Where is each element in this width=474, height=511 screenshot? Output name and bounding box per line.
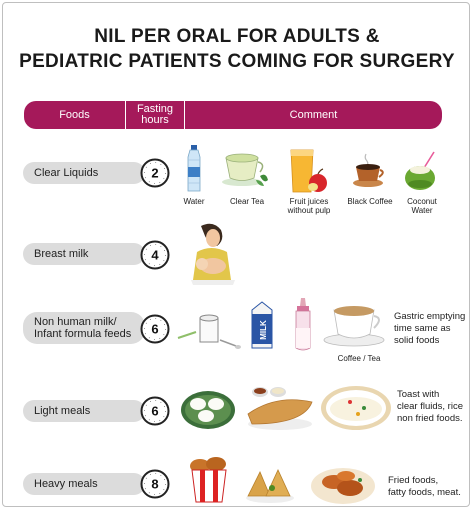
fasting-hours-value: 6	[151, 404, 158, 419]
fasting-hours-value: 8	[151, 477, 158, 492]
fried-meat-platter-icon	[311, 468, 375, 504]
milk-carton-icon: MILK	[251, 301, 273, 349]
clock-icon: 4	[140, 240, 170, 270]
infographic-frame	[2, 2, 470, 507]
baby-bottle-icon	[295, 298, 311, 351]
formula-scoop-icon	[177, 314, 241, 349]
food-label-light-meals: Light meals	[23, 400, 145, 422]
item-label-coconut: Coconut	[407, 197, 437, 206]
note-line: Gastric emptying	[394, 311, 466, 322]
header-comment: Comment	[289, 108, 338, 121]
note-line: clear fluids, rice	[397, 401, 463, 412]
food-label-heavy-meals: Heavy meals	[23, 473, 145, 495]
item-label-black-coffee: Black Coffee	[347, 197, 393, 206]
clock-icon: 8	[140, 469, 170, 499]
note-line: Fried foods,	[388, 475, 439, 486]
header-divider	[184, 101, 185, 129]
note-line: Toast with	[397, 389, 440, 400]
water-bottle-icon	[187, 145, 201, 192]
fasting-hours-value: 4	[151, 248, 159, 263]
item-label-coconut-water: Water	[411, 206, 433, 215]
coconut-water-icon	[405, 151, 435, 190]
dosa-icon	[247, 387, 313, 430]
title-line-2: PEDIATRIC PATIENTS COMING FOR SURGERY	[19, 51, 455, 72]
fasting-hours-value: 2	[151, 166, 158, 181]
breastfeeding-mother-icon	[191, 223, 235, 285]
header-fasting-hours: Fasting hours	[126, 101, 184, 129]
table-header: Foods Fasting hours Comment	[24, 101, 442, 129]
header-fasting-line1: Fasting	[136, 103, 174, 115]
item-label-water: Water	[183, 197, 205, 206]
coffee-tea-cup-icon	[323, 306, 385, 347]
fruit-juice-icon	[290, 149, 327, 193]
title-line-1: NIL PER ORAL FOR ADULTS &	[94, 26, 380, 47]
svg-text:MILK: MILK	[259, 320, 268, 340]
black-coffee-icon	[353, 153, 384, 187]
note-line: non fried foods.	[397, 413, 463, 424]
food-label-line-2: Infant formula feeds	[34, 328, 132, 340]
food-label-breast-milk: Breast milk	[23, 243, 145, 265]
clock-icon: 6	[140, 396, 170, 426]
food-label-clear-liquids: Clear Liquids	[23, 162, 145, 184]
food-label-line-1: Non human milk/	[34, 316, 117, 328]
comment-note: Toast with clear fluids, rice non fried …	[397, 389, 463, 425]
comment-note: Fried foods, fatty foods, meat.	[388, 475, 461, 499]
idli-plate-icon	[181, 391, 235, 429]
fasting-hours-value: 6	[151, 322, 158, 337]
note-line: time same as	[394, 323, 451, 334]
item-label-without-pulp: without pulp	[287, 206, 331, 215]
item-label-clear-tea: Clear Tea	[229, 197, 265, 206]
comment-note: Gastric emptying time same as solid food…	[394, 311, 465, 347]
header-foods: Foods	[59, 108, 90, 121]
note-line: fatty foods, meat.	[388, 487, 461, 498]
clock-icon: 6	[140, 314, 170, 344]
rice-plate-icon	[321, 386, 391, 430]
item-label-fruit-juices: Fruit juices	[289, 197, 329, 206]
clock-icon: 2	[140, 158, 170, 188]
item-label-coffee-tea: Coffee / Tea	[337, 354, 381, 363]
clear-tea-icon	[222, 153, 268, 186]
samosa-icon	[246, 469, 294, 503]
header-fasting-line2: hours	[141, 114, 169, 126]
header-divider	[125, 101, 126, 129]
fried-chicken-bucket-icon	[190, 457, 227, 503]
food-label-non-human-milk: Non human milk/ Infant formula feeds	[23, 312, 145, 344]
note-line: solid foods	[394, 335, 440, 346]
